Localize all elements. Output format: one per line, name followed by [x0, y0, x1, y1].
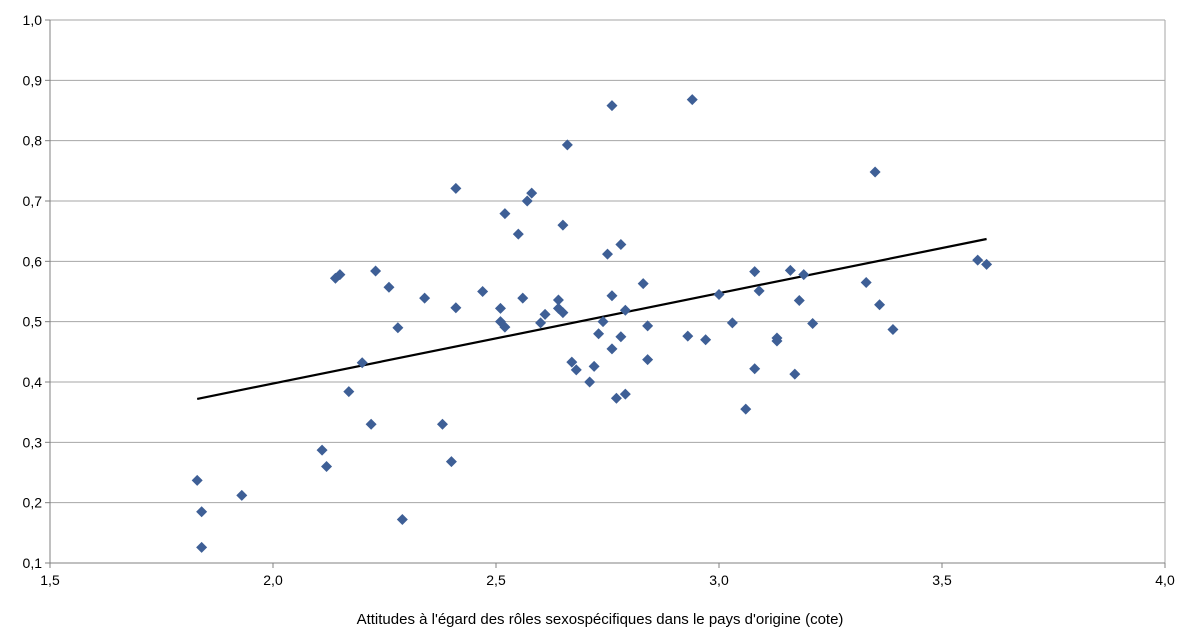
y-tick-label: 0,9	[23, 72, 43, 88]
data-point	[619, 304, 631, 316]
data-point	[869, 166, 881, 178]
x-tick-label: 3,5	[932, 572, 952, 588]
data-point	[499, 321, 511, 333]
data-point	[191, 474, 203, 486]
data-point	[396, 514, 408, 526]
data-point	[753, 285, 765, 297]
y-tick-label: 0,2	[23, 495, 43, 511]
data-point	[365, 418, 377, 430]
data-point	[771, 335, 783, 347]
data-point	[874, 299, 886, 311]
data-point	[981, 258, 993, 270]
data-point	[793, 295, 805, 307]
y-tick-label: 0,8	[23, 133, 43, 149]
data-point	[606, 100, 618, 112]
y-tick-label: 0,4	[23, 374, 43, 390]
data-point	[521, 195, 533, 207]
data-point	[887, 324, 899, 336]
data-point	[561, 139, 573, 151]
y-tick-label: 0,6	[23, 253, 43, 269]
data-point	[700, 334, 712, 346]
data-point	[196, 541, 208, 553]
data-point	[383, 281, 395, 293]
data-point	[334, 269, 346, 281]
data-point	[597, 316, 609, 328]
data-point	[615, 331, 627, 343]
y-tick-label: 0,1	[23, 555, 43, 571]
data-point	[477, 286, 489, 297]
data-point	[619, 388, 631, 400]
data-point	[713, 289, 725, 301]
data-point	[615, 238, 627, 250]
data-point	[445, 456, 457, 468]
data-point	[494, 302, 506, 314]
data-point	[570, 364, 582, 376]
trendline	[196, 237, 987, 400]
data-point	[807, 317, 819, 329]
data-point	[436, 418, 448, 430]
x-tick-label: 2,0	[263, 572, 283, 588]
data-point	[499, 208, 511, 220]
data-point	[637, 278, 649, 290]
data-point	[526, 187, 538, 199]
data-point	[682, 330, 694, 342]
y-tick-label: 0,7	[23, 193, 43, 209]
data-point	[450, 302, 462, 314]
y-tick-label: 1,0	[23, 12, 43, 28]
x-tick-label: 1,5	[40, 572, 60, 588]
axes	[45, 19, 1166, 568]
data-point	[686, 94, 698, 106]
data-point	[749, 363, 761, 375]
data-point	[606, 290, 618, 302]
x-axis-tick-labels: 1,5 2,0 2,5 3,0 3,5 4,0	[40, 572, 1175, 588]
data-point	[552, 294, 564, 306]
data-point	[196, 506, 208, 518]
data-point	[606, 343, 618, 355]
data-point	[321, 460, 333, 472]
data-point	[356, 357, 368, 369]
data-point	[450, 182, 462, 194]
data-point	[512, 228, 524, 240]
data-point	[539, 308, 551, 320]
gridlines	[50, 19, 1165, 504]
data-point	[419, 292, 431, 304]
data-point	[517, 292, 529, 304]
trendline-layer	[196, 237, 987, 400]
x-tick-label: 4,0	[1155, 572, 1175, 588]
data-point	[789, 368, 801, 380]
data-point	[392, 322, 404, 334]
data-point	[584, 376, 596, 388]
data-point	[566, 356, 578, 368]
data-point	[602, 248, 613, 260]
data-point	[557, 219, 569, 231]
data-point	[726, 317, 738, 329]
data-point	[860, 276, 872, 288]
y-axis-tick-labels: 0,1 0,2 0,3 0,4 0,5 0,6 0,7 0,8 0,9 1,0	[23, 12, 43, 571]
data-point	[535, 317, 547, 329]
data-point	[784, 264, 796, 276]
data-point	[972, 254, 984, 266]
data-point	[749, 266, 761, 278]
scatter-points	[191, 94, 993, 553]
data-point	[316, 444, 328, 456]
data-point	[236, 489, 248, 501]
data-point	[593, 328, 605, 340]
data-point	[798, 269, 810, 281]
x-axis-title: Attitudes à l'égard des rôles sexospécif…	[357, 611, 844, 628]
data-point	[370, 265, 382, 277]
data-point	[610, 392, 622, 404]
data-point	[642, 320, 654, 332]
data-point	[740, 403, 752, 415]
data-point	[343, 386, 355, 398]
data-point	[642, 354, 654, 366]
x-tick-label: 2,5	[486, 572, 506, 588]
x-tick-label: 3,0	[709, 572, 729, 588]
data-point	[557, 307, 569, 319]
data-point	[588, 360, 600, 372]
y-tick-label: 0,3	[23, 434, 43, 450]
y-tick-label: 0,5	[23, 314, 43, 330]
